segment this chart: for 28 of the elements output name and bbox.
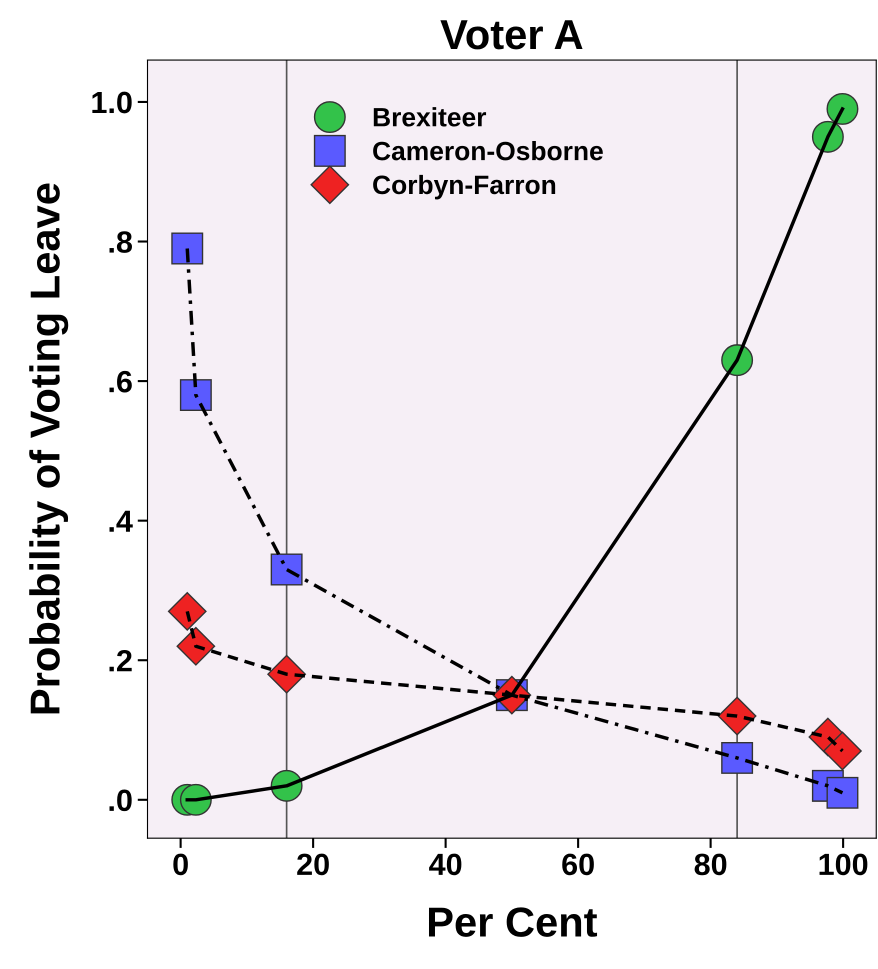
point	[823, 732, 862, 770]
point	[180, 379, 212, 412]
point	[176, 626, 216, 666]
point	[270, 554, 303, 586]
y-tick-label: .6	[110, 370, 132, 392]
x-tick-label: 40	[429, 854, 462, 876]
x-tick-label: 20	[297, 854, 329, 876]
x-tick-label: 80	[694, 854, 726, 876]
point	[168, 592, 207, 631]
y-tick-label: .0	[110, 790, 132, 812]
legend-label: Brexiteer	[374, 107, 486, 127]
x-tick-label: 0	[173, 854, 188, 876]
point	[721, 742, 754, 774]
point	[826, 776, 858, 809]
y-tick-label: .4	[110, 510, 133, 532]
y-tick-label: .8	[110, 231, 132, 253]
x-tick-label: 100	[820, 854, 868, 876]
legend-label: Cameron-Osborne	[373, 141, 603, 160]
point	[826, 92, 858, 125]
y-axis-title: Probability of Voting Leave	[29, 184, 68, 714]
y-tick-label: .2	[110, 650, 132, 672]
point	[267, 654, 306, 694]
x-axis-title: Per Cent	[428, 907, 598, 937]
legend-label: Corbyn-Farron	[373, 174, 556, 200]
x-tick-label: 60	[562, 854, 594, 876]
y-tick-label: 1.0	[92, 92, 132, 114]
point	[171, 232, 204, 264]
chart-title: Voter A	[440, 20, 583, 50]
